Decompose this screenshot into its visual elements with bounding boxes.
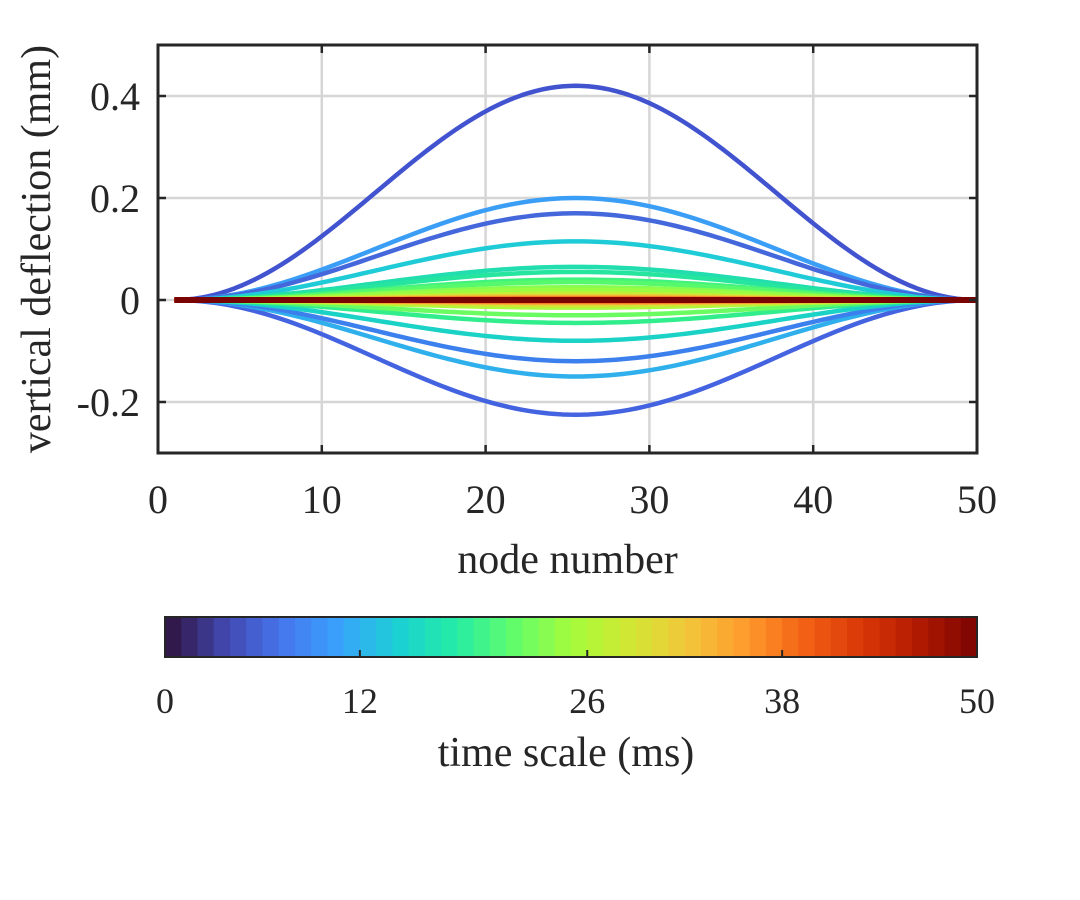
- colorbar-segment: [830, 617, 848, 657]
- series-line-t7: [174, 211, 978, 303]
- colorbar-segment: [522, 617, 540, 657]
- colorbar-segment: [246, 617, 264, 657]
- series-line-t9: [174, 195, 978, 303]
- colorbar-segment: [554, 617, 572, 657]
- colorbar-segment: [359, 617, 377, 657]
- colorbar-segment: [717, 617, 734, 657]
- colorbar-segment: [847, 617, 864, 657]
- colorbar-segment: [782, 617, 799, 657]
- colorbar-segment: [392, 617, 410, 657]
- colorbar-segment: [441, 617, 458, 657]
- colorbar-segment: [311, 617, 328, 657]
- x-tick-labels: 0 10 20 30 40 50: [148, 477, 997, 522]
- series-line-t13: [174, 239, 978, 303]
- colorbar-segment: [473, 617, 491, 657]
- colorbar-tick-label: 50: [959, 681, 995, 721]
- colorbar-segment: [798, 617, 816, 657]
- y-tick-labels: -0.2 0 0.2 0.4: [77, 74, 140, 425]
- colorbar-segment: [587, 617, 605, 657]
- colorbar-segment: [262, 617, 280, 657]
- colorbar-segment: [960, 617, 978, 657]
- series-lines: [174, 83, 978, 417]
- colorbar-segment: [603, 617, 621, 657]
- colorbar-segment: [668, 617, 686, 657]
- colorbar-segment: [229, 617, 247, 657]
- colorbar-tick-label: 0: [156, 681, 174, 721]
- x-tick-label: 20: [466, 477, 506, 522]
- colorbar-tick-label: 26: [569, 681, 605, 721]
- y-tick-label: 0: [120, 278, 140, 323]
- colorbar-segment: [538, 617, 556, 657]
- colorbar-label: time scale (ms): [438, 730, 695, 776]
- colorbar-segment: [895, 617, 913, 657]
- colorbar-segment: [912, 617, 929, 657]
- colorbar-segment: [181, 617, 199, 657]
- colorbar-segment: [700, 617, 718, 657]
- colorbar-segment: [928, 617, 946, 657]
- colorbar-segment: [424, 617, 442, 657]
- colorbar-segment: [489, 617, 507, 657]
- colorbar-segment: [343, 617, 361, 657]
- colorbar-segment: [213, 617, 231, 657]
- colorbar-ticks: [164, 650, 978, 657]
- y-tick-label: 0.4: [90, 74, 140, 119]
- x-tick-label: 40: [793, 477, 833, 522]
- plot-frame: [156, 43, 979, 455]
- x-tick-label: 0: [148, 477, 168, 522]
- colorbar-tick-labels: 0 12 26 38 50: [156, 681, 995, 721]
- axis-ticks: [156, 45, 979, 453]
- colorbar-segment: [635, 617, 653, 657]
- colorbar-segment: [652, 617, 670, 657]
- colorbar-segment: [619, 617, 637, 657]
- colorbar-segment: [376, 617, 393, 657]
- colorbar-segment: [733, 617, 751, 657]
- series-line-t5: [174, 83, 978, 303]
- x-tick-label: 10: [302, 477, 342, 522]
- y-tick-label: 0.2: [90, 176, 140, 221]
- x-axis-label: node number: [457, 537, 677, 583]
- grid-lines: [158, 45, 977, 453]
- colorbar-segment: [294, 617, 312, 657]
- colorbar-segment: [327, 617, 345, 657]
- colorbar-segment: [457, 617, 475, 657]
- colorbar-segment: [278, 617, 296, 657]
- colorbar-segment: [879, 617, 897, 657]
- colorbar-segment: [506, 617, 523, 657]
- x-tick-label: 30: [629, 477, 669, 522]
- series-line-t10: [174, 297, 978, 379]
- x-tick-label: 50: [957, 477, 997, 522]
- colorbar: [165, 617, 978, 657]
- colorbar-segment: [408, 617, 426, 657]
- colorbar-segment: [571, 617, 588, 657]
- series-line-t8: [174, 297, 978, 364]
- colorbar-segment: [197, 617, 215, 657]
- colorbar-segment: [684, 617, 702, 657]
- colorbar-tick-label: 12: [342, 681, 378, 721]
- colorbar-segment: [863, 617, 881, 657]
- colorbar-segment: [749, 617, 767, 657]
- colorbar-segment: [165, 617, 182, 657]
- series-line-t6: [174, 297, 978, 417]
- y-tick-label: -0.2: [77, 380, 140, 425]
- y-axis-label: vertical deflection (mm): [14, 45, 60, 453]
- colorbar-tick-label: 38: [764, 681, 800, 721]
- colorbar-segment: [944, 617, 962, 657]
- colorbar-segment: [765, 617, 783, 657]
- series-line-t14: [174, 297, 978, 344]
- colorbar-segment: [814, 617, 832, 657]
- colorbar-frame: [164, 616, 978, 658]
